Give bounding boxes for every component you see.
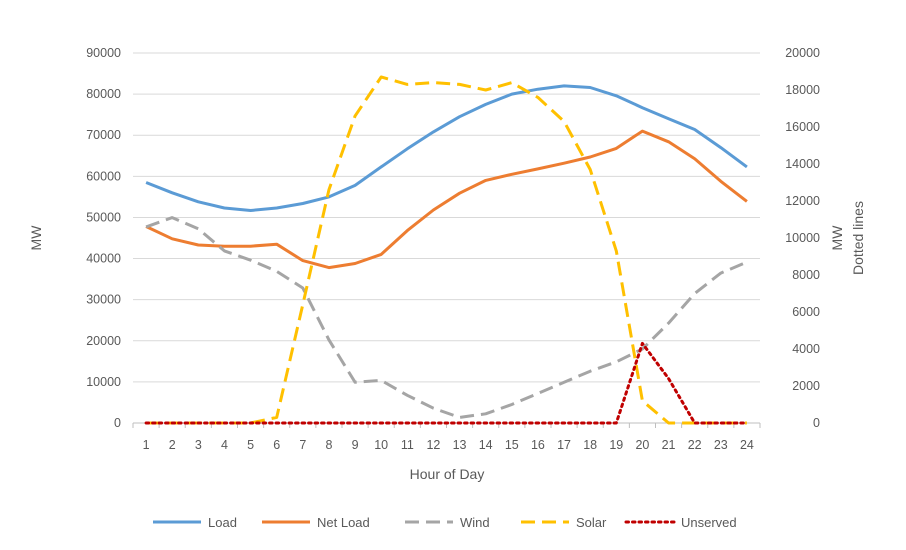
legend-label: Solar (576, 515, 607, 530)
legend-label: Wind (460, 515, 490, 530)
x-tick-label: 22 (688, 438, 702, 452)
x-tick-label: 9 (352, 438, 359, 452)
x-tick-label: 6 (273, 438, 280, 452)
right-tick-label: 8000 (792, 268, 820, 282)
left-tick-label: 40000 (86, 252, 121, 266)
x-tick-label: 20 (635, 438, 649, 452)
x-tick-label: 23 (714, 438, 728, 452)
x-tick-label: 8 (325, 438, 332, 452)
x-tick-label: 7 (299, 438, 306, 452)
right-axis-title-line2: Dotted lines (850, 201, 866, 275)
x-tick-label: 17 (557, 438, 571, 452)
legend-label: Net Load (317, 515, 370, 530)
right-tick-label: 14000 (785, 157, 820, 171)
left-tick-label: 70000 (86, 128, 121, 142)
x-tick-label: 15 (505, 438, 519, 452)
x-tick-label: 4 (221, 438, 228, 452)
series-lines (144, 75, 749, 425)
x-tick-label: 10 (374, 438, 388, 452)
x-axis-title: Hour of Day (410, 466, 485, 482)
gridlines (133, 52, 760, 424)
right-tick-label: 10000 (785, 231, 820, 245)
x-tick-label: 24 (740, 438, 754, 452)
right-tick-label: 2000 (792, 379, 820, 393)
series-line-net-load (145, 129, 748, 270)
right-tick-label: 6000 (792, 305, 820, 319)
x-tick-label: 18 (583, 438, 597, 452)
left-tick-label: 80000 (86, 87, 121, 101)
x-tick-label: 2 (169, 438, 176, 452)
legend-label: Load (208, 515, 237, 530)
left-tick-label: 90000 (86, 46, 121, 60)
x-tick-label: 21 (662, 438, 676, 452)
x-tick-label: 19 (609, 438, 623, 452)
series-line-load (145, 84, 748, 212)
left-axis-title: MW (28, 225, 44, 251)
x-tick-label: 1 (143, 438, 150, 452)
x-axis-ticks: 1 2 3 4 5 6 7 8 9 10 11 12 13 14 15 16 17 18 19 20 21 22 23 24 (132, 423, 761, 452)
series-line-solar (146, 75, 747, 425)
left-tick-label: 20000 (86, 334, 121, 348)
x-tick-label: 12 (426, 438, 440, 452)
left-axis-ticks: 0 10000 20000 30000 40000 50000 60000 70000 8000… (86, 46, 121, 430)
x-tick-label: 5 (247, 438, 254, 452)
left-tick-label: 0 (114, 416, 121, 430)
left-tick-label: 30000 (86, 293, 121, 307)
right-tick-label: 12000 (785, 194, 820, 208)
left-tick-label: 60000 (86, 169, 121, 183)
left-tick-label: 10000 (86, 375, 121, 389)
x-tick-label: 13 (453, 438, 467, 452)
legend-label: Unserved (681, 515, 737, 530)
x-tick-label: 3 (195, 438, 202, 452)
left-tick-label: 50000 (86, 210, 121, 224)
x-tick-label: 14 (479, 438, 493, 452)
series-line-unserved (144, 341, 749, 425)
x-tick-label: 11 (401, 438, 414, 452)
x-tick-label: 16 (531, 438, 545, 452)
legend: Load Net Load Wind Solar Unserved (153, 515, 737, 530)
right-tick-label: 0 (813, 416, 820, 430)
right-axis-title-line1: MW (829, 225, 845, 251)
right-tick-label: 18000 (785, 83, 820, 97)
right-tick-label: 20000 (785, 46, 820, 60)
right-tick-label: 16000 (785, 120, 820, 134)
right-tick-label: 4000 (792, 342, 820, 356)
right-axis-ticks: 0 2000 4000 6000 8000 10000 12000 14000 16000 180… (785, 46, 820, 430)
series-line-wind (145, 216, 748, 419)
